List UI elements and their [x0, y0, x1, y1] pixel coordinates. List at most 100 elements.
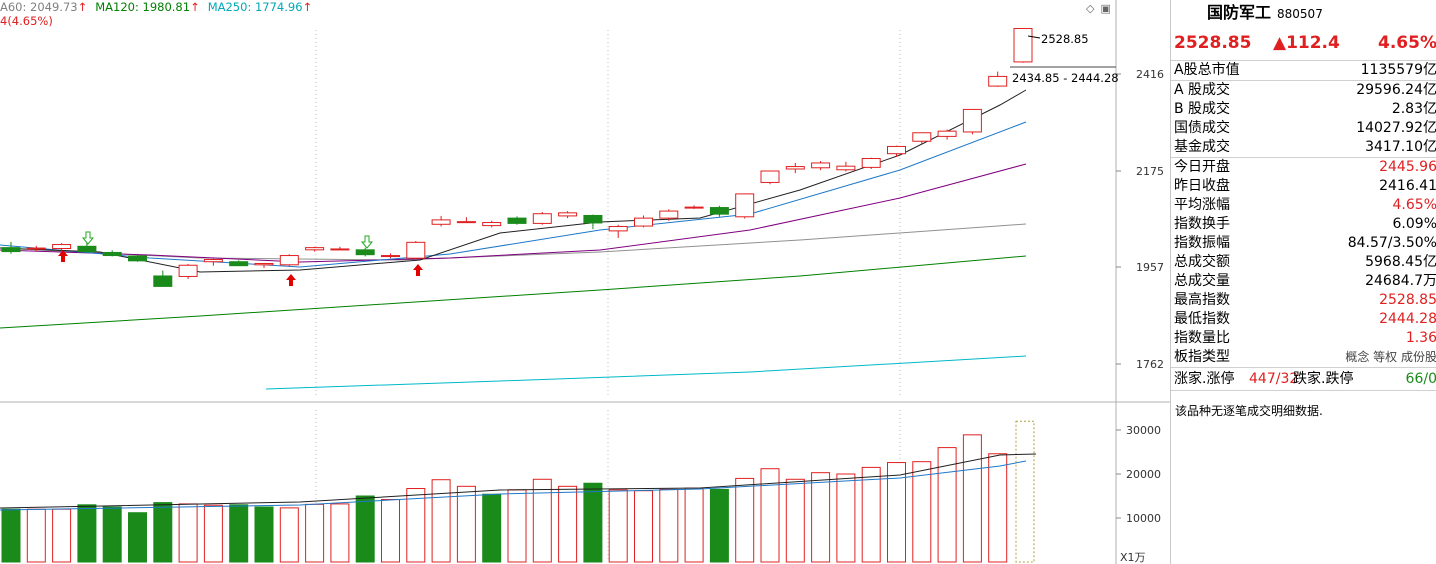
volume-bar [77, 504, 97, 563]
volume-bar [532, 478, 552, 563]
stat-row: 昨日收盘 2416.41 [1171, 177, 1436, 196]
candle-body [203, 259, 223, 263]
stat-value: 2416.41 [1379, 178, 1436, 194]
index-title: 国防军工 880507 [1171, 0, 1436, 26]
stat-row: 平均涨幅 4.65% [1171, 196, 1436, 215]
candle-body [836, 165, 856, 171]
stat-label: 最低指数 [1174, 311, 1230, 327]
price-tick-label: 1762 [1136, 358, 1164, 371]
volume-bar [406, 488, 426, 563]
volume-bar [760, 468, 780, 563]
stat-row: A股总市值 1135579亿 [1171, 61, 1436, 81]
price-tick-label: 2416 [1136, 68, 1164, 81]
limit-up-value: 447/32 [1249, 371, 1299, 387]
range-annotation: 2434.85 - 2444.28 [1012, 71, 1119, 85]
candle-body [153, 275, 173, 287]
candle-body [406, 241, 426, 259]
volume-ma5-line [0, 453, 1037, 509]
candle-body [128, 255, 147, 262]
stat-value: 2528.85 [1379, 292, 1436, 308]
stat-value: 84.57/3.50% [1347, 235, 1436, 251]
buy-signal-icon [413, 264, 423, 276]
candle-body [431, 219, 451, 225]
candle-body [583, 214, 603, 224]
ma250-line [265, 355, 1027, 390]
stat-label: 总成交量 [1174, 273, 1230, 289]
candle-body [178, 264, 198, 277]
restore-icon[interactable]: ▣ [1100, 2, 1111, 15]
candle-body [456, 221, 476, 224]
no-tick-data-note: 该品种无逐笔成交明细数据. [1175, 404, 1323, 418]
kline-chart[interactable]: 2416 2175 1957 1762 30000 20000 10000 X1万 2528.8… [0, 0, 1170, 564]
candle-body [558, 212, 578, 217]
index-code: 880507 [1277, 7, 1323, 21]
candle-body [1, 247, 21, 253]
stat-value: 24684.7万 [1365, 273, 1436, 289]
candle-body [684, 206, 704, 209]
volume-bar [684, 487, 704, 563]
candle-body [381, 255, 400, 258]
ma-legend: A60: 2049.73↑ MA120: 1980.81↑ MA250: 1774.… [0, 0, 313, 14]
ma60-line [0, 223, 1027, 261]
change-value: ▲112.4 [1273, 33, 1340, 53]
volume-bar [305, 503, 325, 563]
volume-bar [634, 490, 653, 563]
stat-label: 板指类型 [1174, 349, 1230, 365]
volume-bar [659, 488, 679, 563]
volume-unit-label: X1万 [1120, 551, 1146, 564]
stat-row: 总成交量 24684.7万 [1171, 272, 1436, 291]
volume-bar [26, 508, 46, 563]
stat-label: 指数换手 [1174, 216, 1230, 232]
volume-bar [203, 504, 223, 563]
price-row: 2528.85 ▲112.4 4.65% [1171, 26, 1436, 61]
change-percent: 4.65% [1378, 33, 1436, 53]
last-price: 2528.85 [1174, 33, 1252, 53]
candle-body [102, 251, 122, 257]
candle-body [785, 166, 805, 170]
stat-label: 今日开盘 [1174, 159, 1230, 175]
diamond-icon[interactable]: ◇ [1086, 2, 1095, 15]
stat-value: 14027.92亿 [1356, 120, 1436, 136]
ma10-line [0, 121, 1027, 268]
volume-tick-label: 30000 [1126, 424, 1161, 437]
buy-signal-icon [58, 250, 68, 262]
volume-bar [381, 499, 400, 563]
ma120-line [0, 255, 1027, 329]
stat-label: 平均涨幅 [1174, 197, 1230, 213]
volume-tick-label: 20000 [1126, 468, 1161, 481]
stat-row: 国债成交 14027.92亿 [1171, 119, 1436, 138]
volume-bar [912, 461, 932, 563]
limit-up-label: 涨家.涨停 [1174, 371, 1235, 387]
volume-bar [785, 478, 805, 563]
stat-value: 3417.10亿 [1365, 139, 1436, 155]
candle-body [937, 130, 957, 137]
price-tick-label: 2175 [1136, 165, 1164, 178]
volume-bar [735, 477, 755, 563]
limit-row: 涨家.涨停 447/32 跌家.跌停 66/0 [1171, 367, 1436, 391]
ma20-line [0, 163, 1027, 263]
candle-body [254, 262, 274, 266]
stat-label: 指数振幅 [1174, 235, 1230, 251]
volume-bar [937, 447, 957, 563]
volume-bar [482, 493, 502, 563]
candle-body [634, 217, 653, 227]
volume-bar [279, 507, 299, 563]
candle-body [77, 245, 97, 253]
candle-body [279, 255, 299, 266]
volume-bar [861, 466, 881, 563]
candle-body [1013, 28, 1033, 63]
sell-signal-icon [360, 235, 374, 249]
stat-value: 5968.45亿 [1365, 254, 1436, 270]
stat-row: 最高指数 2528.85 [1171, 291, 1436, 310]
candle-body [709, 207, 729, 215]
stat-row: 指数换手 6.09% [1171, 215, 1436, 234]
chart-window-controls: ◇ ▣ [1086, 2, 1117, 15]
stat-label: 国债成交 [1174, 120, 1230, 136]
ma5-line [0, 89, 1027, 273]
candle-body [305, 247, 325, 251]
volume-bar [128, 512, 147, 563]
sell-signal-icon [81, 231, 95, 245]
stat-row: A 股成交 29596.24亿 [1171, 81, 1436, 100]
candle-body [735, 193, 755, 218]
candle-body [861, 158, 881, 168]
